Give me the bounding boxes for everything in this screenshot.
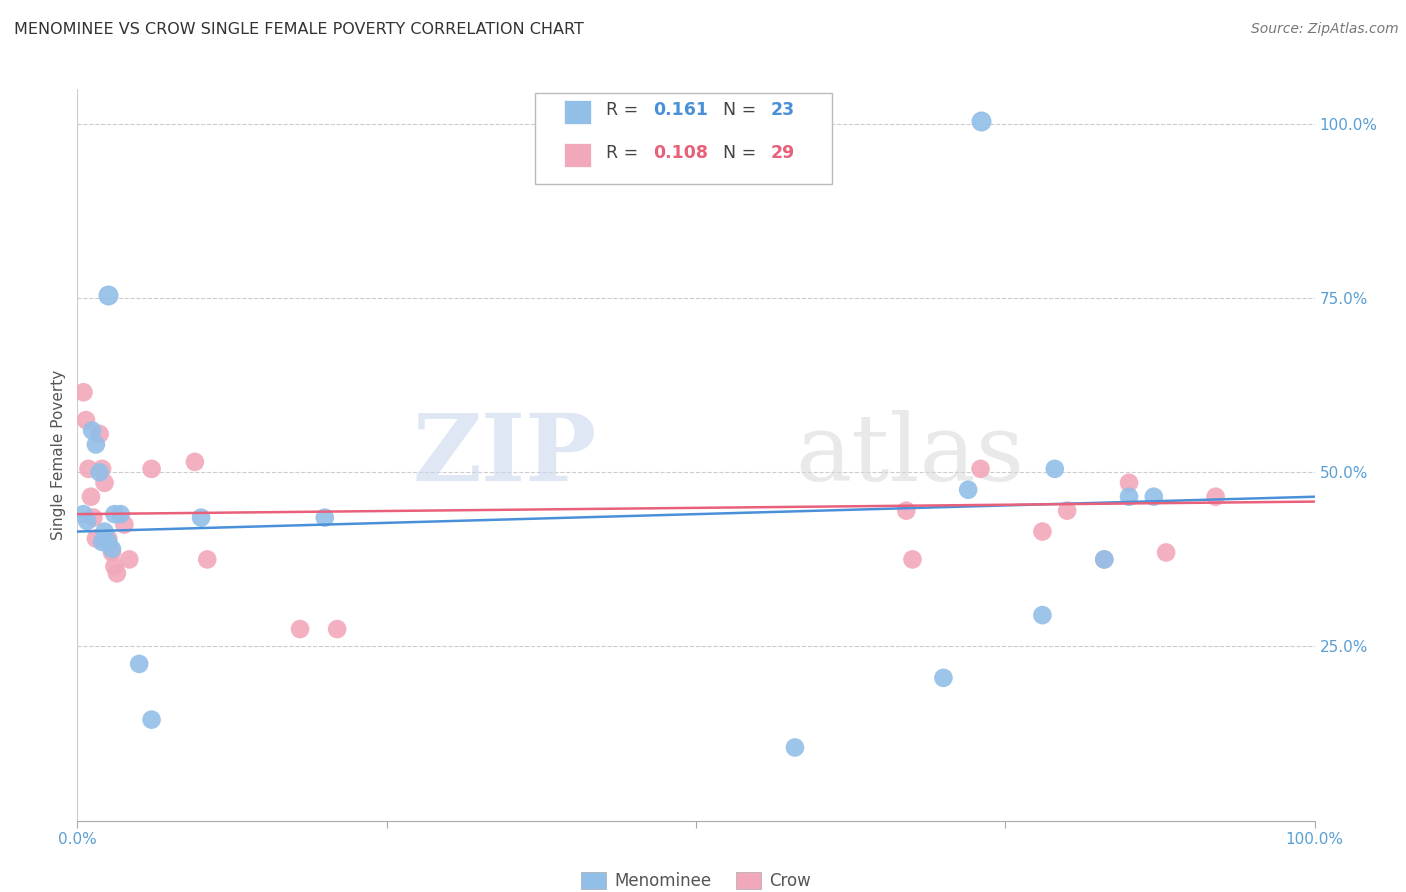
- Point: [1154, 545, 1177, 559]
- FancyBboxPatch shape: [536, 93, 832, 185]
- FancyBboxPatch shape: [564, 100, 591, 124]
- Point: [80, 490, 103, 504]
- Point: [1031, 608, 1053, 623]
- Text: 29: 29: [770, 144, 794, 162]
- Point: [901, 552, 924, 566]
- Point: [1092, 552, 1115, 566]
- Point: [82, 510, 104, 524]
- Point: [1118, 490, 1140, 504]
- Point: [76, 514, 98, 528]
- Point: [84, 437, 107, 451]
- Point: [89, 466, 111, 480]
- Text: ZIP: ZIP: [413, 410, 598, 500]
- Point: [1056, 503, 1078, 517]
- Point: [1118, 475, 1140, 490]
- Point: [97, 287, 120, 301]
- Point: [101, 541, 124, 556]
- Point: [103, 507, 125, 521]
- Point: [105, 566, 128, 581]
- Point: [110, 507, 132, 521]
- Point: [97, 535, 120, 549]
- Point: [82, 424, 104, 438]
- Point: [118, 552, 141, 566]
- Text: N =: N =: [723, 144, 762, 162]
- Y-axis label: Single Female Poverty: Single Female Poverty: [51, 370, 66, 540]
- Text: 23: 23: [770, 101, 794, 119]
- Point: [932, 671, 955, 685]
- Point: [1205, 490, 1227, 504]
- Point: [969, 113, 991, 128]
- Point: [326, 622, 349, 636]
- Point: [195, 552, 218, 566]
- Point: [969, 462, 991, 476]
- Point: [77, 462, 100, 476]
- Point: [141, 462, 163, 476]
- Point: [314, 510, 336, 524]
- Text: MENOMINEE VS CROW SINGLE FEMALE POVERTY CORRELATION CHART: MENOMINEE VS CROW SINGLE FEMALE POVERTY …: [14, 22, 583, 37]
- Point: [141, 713, 163, 727]
- Point: [128, 657, 150, 671]
- Point: [190, 510, 212, 524]
- Point: [957, 483, 980, 497]
- Point: [1043, 462, 1066, 476]
- FancyBboxPatch shape: [564, 144, 591, 168]
- Point: [91, 462, 114, 476]
- Point: [89, 427, 111, 442]
- Point: [93, 475, 115, 490]
- Point: [1031, 524, 1053, 539]
- Point: [101, 545, 124, 559]
- Text: R =: R =: [606, 144, 644, 162]
- Text: Source: ZipAtlas.com: Source: ZipAtlas.com: [1251, 22, 1399, 37]
- Text: 0.161: 0.161: [652, 101, 707, 119]
- Text: N =: N =: [723, 101, 762, 119]
- Legend: Menominee, Crow: Menominee, Crow: [574, 865, 818, 892]
- Point: [103, 559, 125, 574]
- Text: R =: R =: [606, 101, 644, 119]
- Point: [1092, 552, 1115, 566]
- Text: atlas: atlas: [794, 410, 1024, 500]
- Point: [75, 413, 97, 427]
- Point: [72, 507, 94, 521]
- Point: [288, 622, 311, 636]
- Point: [91, 535, 114, 549]
- Point: [112, 517, 135, 532]
- Point: [72, 385, 94, 400]
- Text: 0.108: 0.108: [652, 144, 707, 162]
- Point: [97, 532, 120, 546]
- Point: [93, 524, 115, 539]
- Point: [84, 532, 107, 546]
- Point: [184, 455, 207, 469]
- Point: [783, 740, 806, 755]
- Point: [1143, 490, 1166, 504]
- Point: [896, 503, 918, 517]
